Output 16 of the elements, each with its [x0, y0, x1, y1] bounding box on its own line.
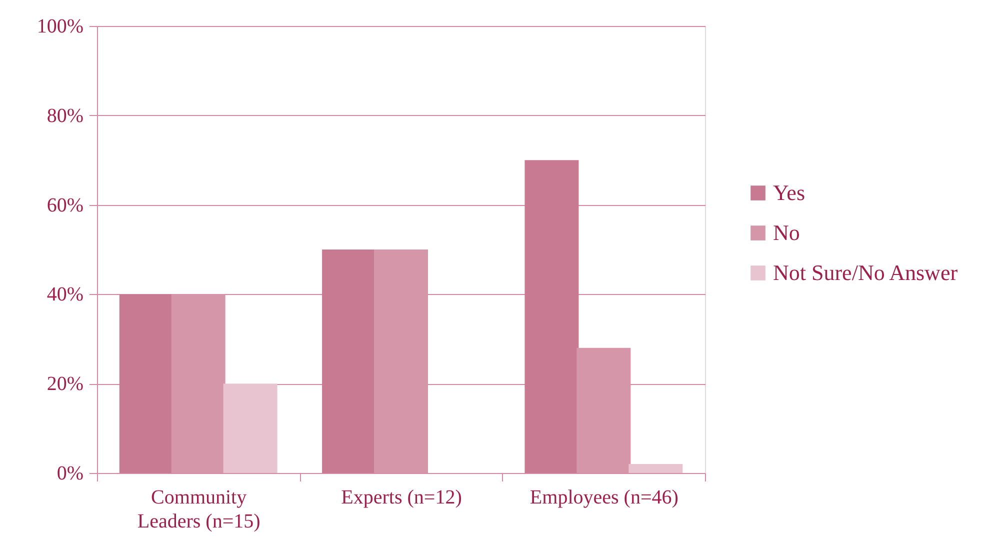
legend-label: No [773, 220, 800, 245]
y-tick-label: 0% [56, 462, 84, 484]
y-tick-label: 100% [36, 16, 84, 38]
y-tick-label: 60% [46, 194, 84, 216]
bar [223, 384, 278, 473]
x-tick-label: Employees (n=46) [530, 486, 678, 508]
y-tick-label: 40% [46, 284, 84, 306]
bar [524, 160, 579, 473]
y-tick-label: 20% [46, 373, 84, 396]
x-tick-label: Experts (n=12) [341, 486, 462, 508]
legend-label: Not Sure/No Answer [773, 260, 958, 285]
bar [628, 464, 683, 473]
legend-label: Yes [773, 180, 806, 205]
bar [119, 294, 174, 473]
y-tick-label: 80% [46, 104, 84, 127]
x-tick-label: Community Leaders (n=15) [137, 486, 260, 532]
